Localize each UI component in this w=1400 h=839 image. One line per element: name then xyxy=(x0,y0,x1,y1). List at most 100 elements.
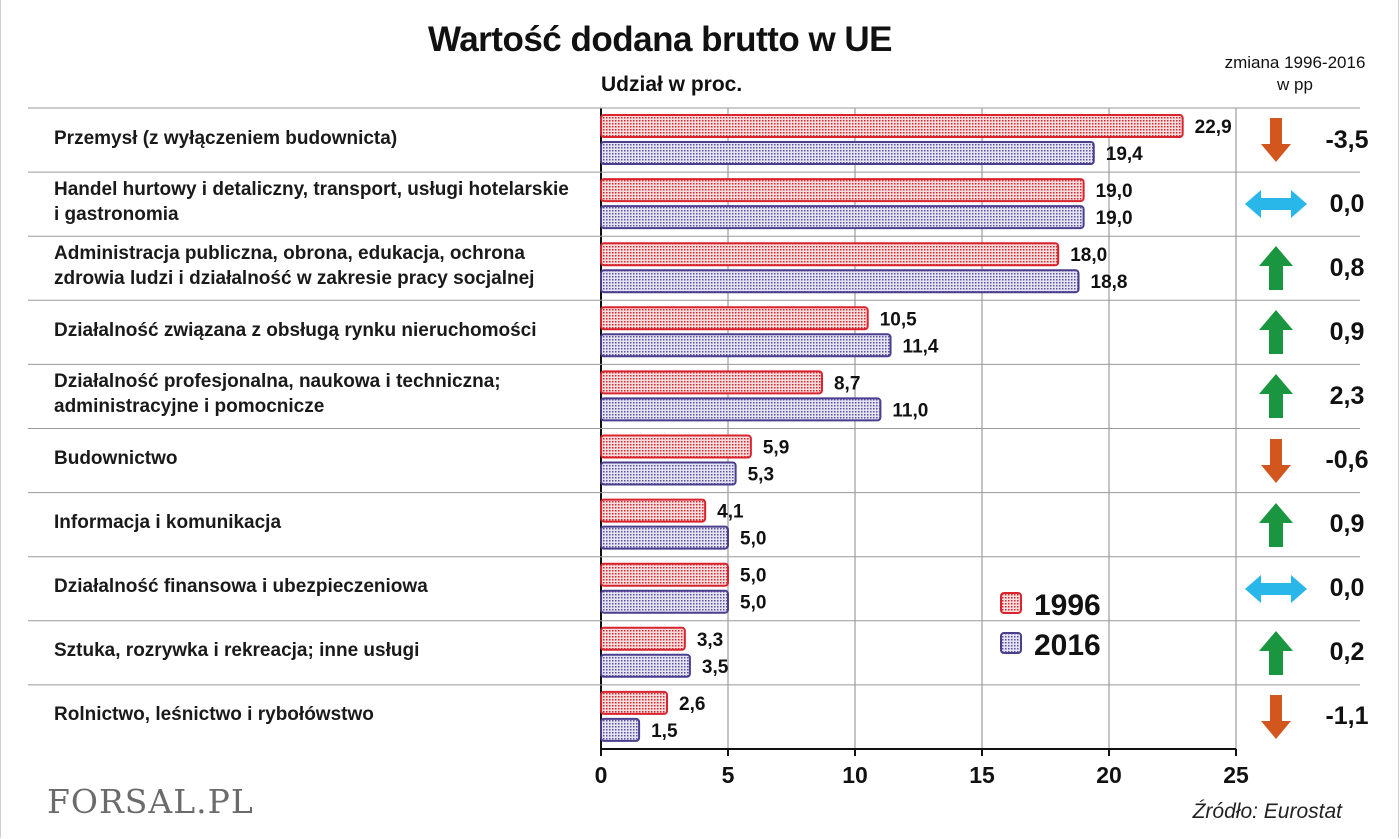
arrow-down-icon xyxy=(1240,685,1312,749)
value-label-2016: 5,3 xyxy=(748,465,774,486)
legend-label-2016: 2016 xyxy=(1034,629,1101,662)
change-value: 2,3 xyxy=(1329,381,1365,410)
change-row: 0,9 xyxy=(1240,300,1390,364)
category-label: Działalność finansowa i ubezpieczeniowa xyxy=(54,574,594,599)
category-label-line: Działalność profesjonalna, naukowa i tec… xyxy=(54,371,501,393)
category-label: Sztuka, rozrywka i rekreacja; inne usług… xyxy=(54,638,594,663)
change-row: -1,1 xyxy=(1240,685,1390,749)
value-label-1996: 5,9 xyxy=(763,438,789,459)
bar-1996 xyxy=(600,562,729,587)
change-column-header: zmiana 1996-2016 w pp xyxy=(1205,52,1385,96)
bar-2016 xyxy=(600,397,882,422)
legend-swatch-2016 xyxy=(1000,632,1022,654)
value-label-2016: 5,0 xyxy=(740,529,766,550)
bar-1996 xyxy=(600,498,707,523)
legend-label-1996: 1996 xyxy=(1034,589,1101,622)
change-header-line1: zmiana 1996-2016 xyxy=(1224,53,1366,72)
category-label: Budownictwo xyxy=(54,446,594,471)
value-label-1996: 3,3 xyxy=(697,630,723,651)
arrow-up-icon xyxy=(1240,364,1312,428)
bar-1996 xyxy=(600,178,1085,203)
category-label: Informacja i komunikacja xyxy=(54,510,594,535)
arrow-down-icon xyxy=(1240,429,1312,493)
change-row: 0,8 xyxy=(1240,236,1390,300)
bar-1996 xyxy=(600,434,752,459)
arrow-up-icon xyxy=(1240,300,1312,364)
change-value: 0,9 xyxy=(1329,510,1365,539)
change-value: 0,0 xyxy=(1329,189,1365,218)
bar-2016 xyxy=(600,461,737,486)
value-labels: 22,9 19,4 19,0 19,0 18,0 18,8 10,5 11,4 8,7 11,0 5… xyxy=(651,117,1232,742)
value-label-2016: 19,4 xyxy=(1106,144,1143,165)
category-label-line: Działalność finansowa i ubezpieczeniowa xyxy=(54,576,428,598)
forsal-logo: FORSAL.PL xyxy=(47,782,254,821)
bar-1996 xyxy=(600,626,686,651)
category-label: Administracja publiczna, obrona, edukacj… xyxy=(54,241,594,291)
bar-1996 xyxy=(600,306,869,331)
x-tick-label: 20 xyxy=(1096,762,1122,788)
change-row: -0,6 xyxy=(1240,429,1390,493)
category-label: Przemysł (z wyłączeniem budownicta) xyxy=(54,126,594,151)
change-row: 0,2 xyxy=(1240,621,1390,685)
value-label-2016: 5,0 xyxy=(740,593,766,614)
arrow-down-icon xyxy=(1240,108,1312,172)
category-label-line: Przemysł (z wyłączeniem budownicta) xyxy=(54,127,398,149)
category-label-line: Budownictwo xyxy=(54,448,178,470)
x-tick-label: 25 xyxy=(1223,762,1249,788)
x-tick-label: 10 xyxy=(842,762,868,788)
bar-2016 xyxy=(600,333,892,358)
bar-2016 xyxy=(600,653,691,678)
value-label-2016: 1,5 xyxy=(651,721,678,742)
category-label-line: i gastronomia xyxy=(54,204,179,226)
bars xyxy=(600,114,1184,742)
change-value: -0,6 xyxy=(1325,446,1369,474)
change-row: 0,0 xyxy=(1240,557,1390,621)
change-value: 0,8 xyxy=(1329,253,1365,282)
bar-2016 xyxy=(600,525,729,550)
row-separators xyxy=(28,107,1360,686)
value-label-2016: 3,5 xyxy=(702,657,729,678)
bar-2016 xyxy=(600,205,1085,230)
value-label-1996: 8,7 xyxy=(834,373,860,394)
category-label: Działalność profesjonalna, naukowa i tec… xyxy=(54,369,594,419)
category-label-line: Handel hurtowy i detaliczny, transport, … xyxy=(54,179,569,201)
change-row: 0,0 xyxy=(1240,172,1390,236)
change-value: -3,5 xyxy=(1325,125,1369,154)
change-value: -1,1 xyxy=(1325,702,1369,731)
x-tick-label: 0 xyxy=(595,762,608,788)
arrow-up-icon xyxy=(1240,493,1312,557)
arrow-up-icon xyxy=(1240,621,1312,685)
axis-caption: Udział w proc. xyxy=(601,73,743,96)
change-row: 0,9 xyxy=(1240,493,1390,557)
value-label-2016: 18,8 xyxy=(1091,272,1128,293)
value-label-1996: 5,0 xyxy=(740,566,766,587)
bar-2016 xyxy=(600,589,729,614)
change-value: 0,2 xyxy=(1329,638,1365,667)
bar-1996 xyxy=(600,690,669,715)
x-tick-label: 5 xyxy=(722,762,735,788)
source-note: Źródło: Eurostat xyxy=(1192,800,1342,823)
bar-2016 xyxy=(600,717,641,742)
category-label-line: administracyjne i pomocnicze xyxy=(54,396,325,418)
bar-1996 xyxy=(600,242,1060,267)
bar-1996 xyxy=(600,114,1184,138)
x-tick-label: 15 xyxy=(969,762,995,788)
category-label-line: Rolnictwo, leśnictwo i rybołówstwo xyxy=(54,704,374,726)
category-label: Handel hurtowy i detaliczny, transport, … xyxy=(54,177,594,227)
x-axis: 0 5 10 15 20 25 xyxy=(595,748,1249,788)
bar-1996 xyxy=(600,370,823,395)
category-label-line: Informacja i komunikacja xyxy=(54,512,282,534)
change-row: 2,3 xyxy=(1240,364,1390,428)
bar-2016 xyxy=(600,269,1080,294)
value-label-1996: 2,6 xyxy=(679,694,705,715)
legend-swatch-1996 xyxy=(1000,592,1022,614)
category-label: Działalność związana z obsługą rynku nie… xyxy=(54,318,594,343)
value-label-1996: 4,1 xyxy=(717,502,744,523)
arrow-left-right-icon xyxy=(1240,172,1312,236)
change-value: 0,0 xyxy=(1329,574,1365,603)
arrow-left-right-icon xyxy=(1240,557,1312,621)
value-label-2016: 11,4 xyxy=(903,336,939,357)
category-label: Rolnictwo, leśnictwo i rybołówstwo xyxy=(54,702,594,727)
